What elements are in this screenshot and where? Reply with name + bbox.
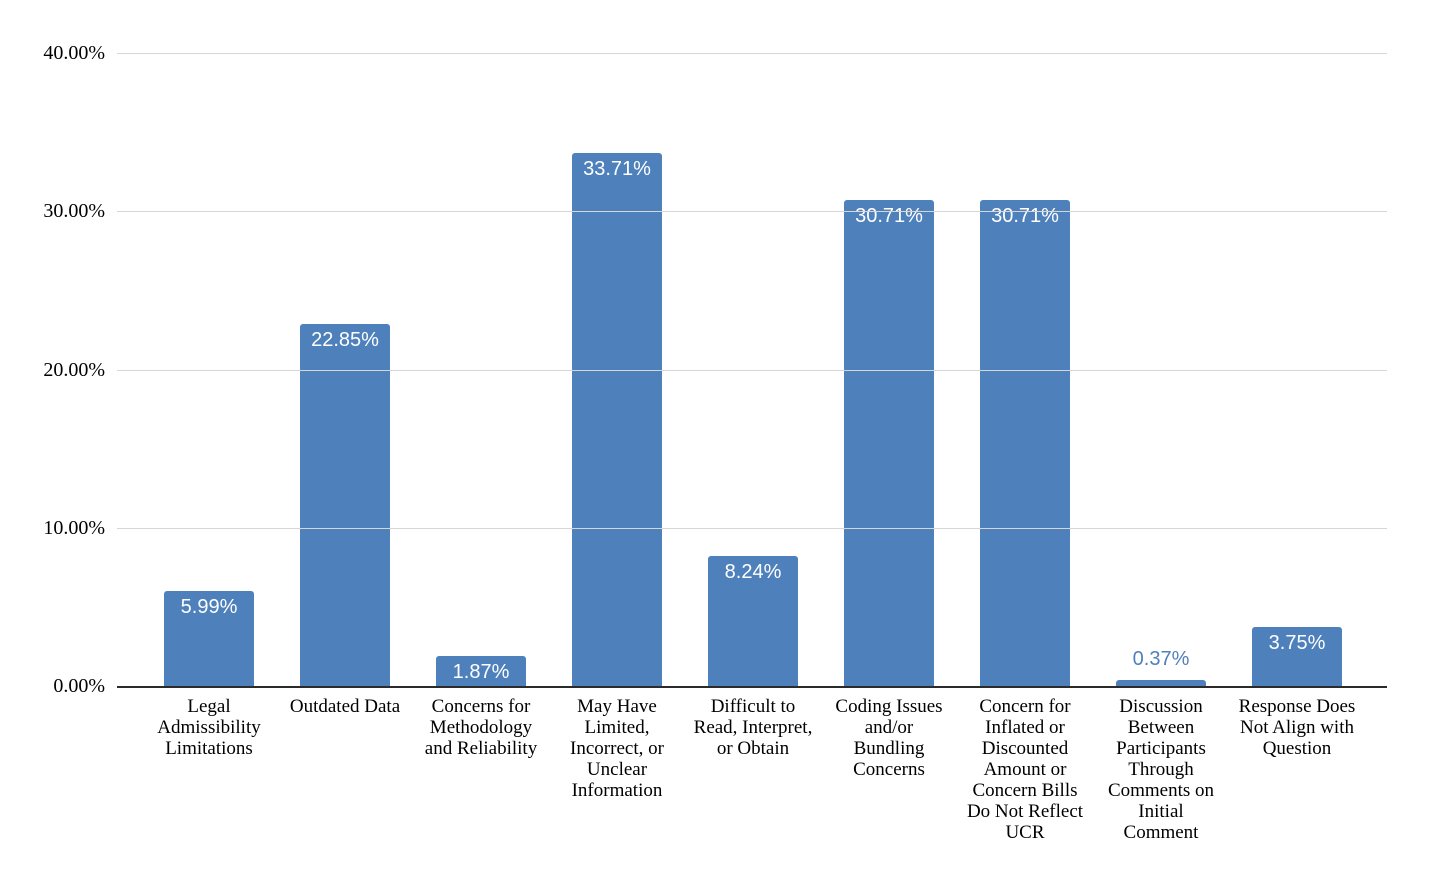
gridline (117, 53, 1387, 54)
bar-value-label: 8.24% (724, 560, 782, 583)
bar-slot: 30.71% (821, 53, 957, 686)
gridline (117, 527, 1387, 529)
bar-value-label: 22.85% (311, 329, 379, 352)
bar-value-label: 30.71% (991, 205, 1059, 228)
category-label: Outdated Data (289, 696, 401, 717)
category-label: Response Does Not Align with Question (1238, 696, 1356, 759)
plot-area: 5.99% 22.85% 1.87% 33.71% 8.24% 30.71% 3… (117, 53, 1387, 688)
bar-slot: 0.37% (1093, 53, 1229, 686)
bar: 30.71% (844, 200, 934, 686)
bar-value-label: 30.71% (855, 205, 923, 228)
x-axis-labels: Legal Admissibility Limitations Outdated … (141, 696, 1365, 843)
bar-slot: 33.71% (549, 53, 685, 686)
category-label: Concern for Inflated or Discounted Amoun… (966, 696, 1084, 843)
bar-value-label: 0.37% (1132, 648, 1190, 671)
bar: 3.75% (1252, 626, 1342, 686)
y-axis-tick-label: 10.00% (43, 516, 105, 539)
category-label: Concerns for Methodology and Reliability (424, 696, 538, 759)
bar-slot: 30.71% (957, 53, 1093, 686)
bar-slot: 22.85% (277, 53, 413, 686)
y-axis-tick-label: 20.00% (43, 358, 105, 381)
bar-slot: 1.87% (413, 53, 549, 686)
category-label: Legal Admissibility Limitations (157, 696, 261, 759)
y-axis-tick-label: 30.00% (43, 200, 105, 223)
category-label: Difficult to Read, Interpret, or Obtain (693, 696, 813, 759)
bar-value-label: 1.87% (452, 661, 510, 684)
y-axis-tick-label: 40.00% (43, 42, 105, 64)
bar-value-label: 33.71% (583, 157, 651, 180)
bar: 0.37% (1116, 648, 1206, 686)
bars-layer: 5.99% 22.85% 1.87% 33.71% 8.24% 30.71% 3… (141, 53, 1365, 686)
gridline (117, 369, 1387, 371)
bar-value-label: 3.75% (1268, 631, 1326, 654)
bar-value-label: 5.99% (180, 596, 238, 619)
bar-slot: 8.24% (685, 53, 821, 686)
bar: 5.99% (164, 591, 254, 686)
bar: 30.71% (980, 200, 1070, 686)
category-label: Coding Issues and/or Bundling Concerns (835, 696, 943, 780)
bar-slot: 5.99% (141, 53, 277, 686)
y-axis-tick-label: 0.00% (53, 675, 105, 697)
bar: 8.24% (708, 555, 798, 686)
category-label: Discussion Between Participants Through … (1107, 696, 1215, 843)
bar: 22.85% (300, 324, 390, 686)
category-label: May Have Limited, Incorrect, or Unclear … (570, 696, 664, 801)
bar-slot: 3.75% (1229, 53, 1365, 686)
gridline (117, 211, 1387, 213)
bar: 1.87% (436, 656, 526, 686)
bar: 33.71% (572, 152, 662, 686)
